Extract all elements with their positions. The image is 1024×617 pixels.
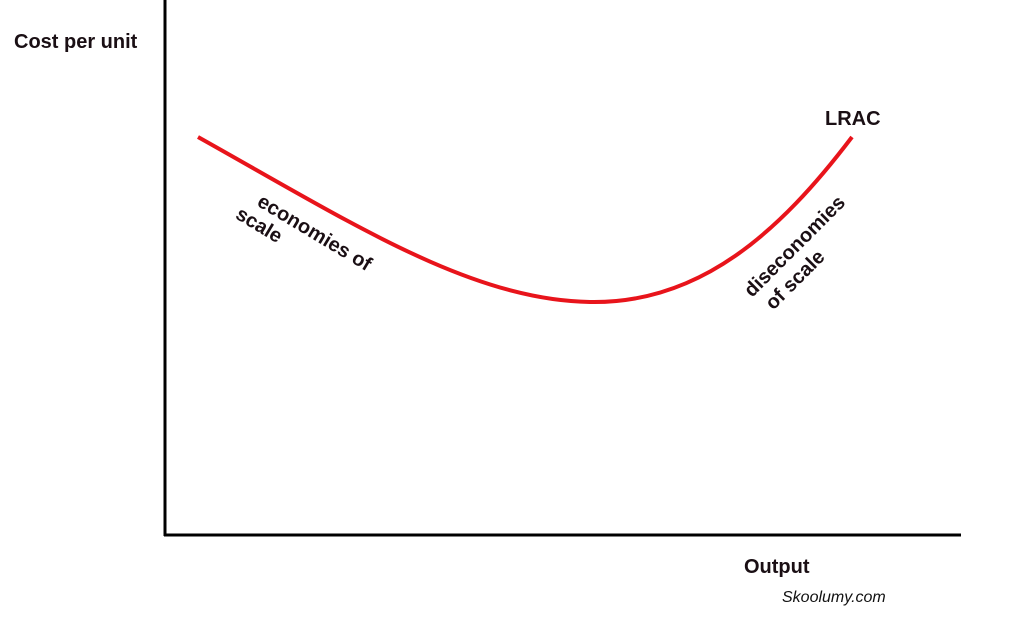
watermark: Skoolumy.com [782, 589, 886, 606]
lrac-curve [197, 135, 854, 305]
curve-label: LRAC [825, 108, 881, 130]
y-axis-label: Cost per unit [14, 31, 138, 53]
x-axis-label: Output [744, 556, 810, 578]
diseconomies-annotation: diseconomies of scale [740, 192, 850, 315]
economies-annotation: economies of scale [232, 190, 376, 275]
